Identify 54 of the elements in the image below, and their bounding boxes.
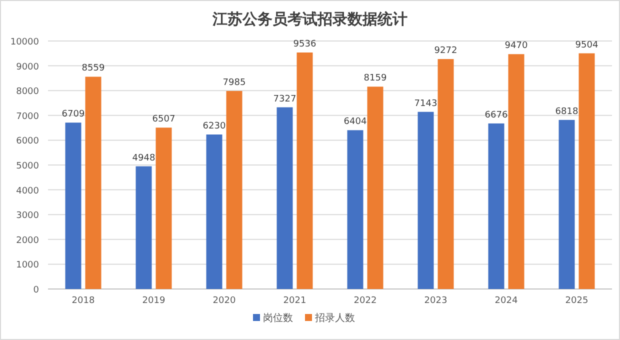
data-label: 9470 (504, 41, 528, 52)
bar (85, 76, 102, 289)
y-tick-label: 3000 (16, 211, 40, 222)
y-tick-label: 4000 (16, 186, 40, 196)
y-tick-label: 5000 (16, 162, 40, 172)
data-label: 6818 (555, 106, 578, 117)
data-label: 8559 (82, 64, 105, 74)
legend-label: 招录人数 (314, 312, 355, 324)
data-label: 6404 (344, 117, 367, 128)
bar (156, 128, 172, 289)
data-label: 8159 (364, 74, 387, 84)
bar (136, 166, 152, 289)
bar (438, 59, 454, 289)
bar (488, 123, 504, 289)
data-label: 6676 (484, 110, 508, 120)
data-label: 6507 (152, 114, 176, 125)
bar (226, 90, 242, 289)
legend-label: 岗位数 (263, 312, 293, 324)
bar (558, 120, 575, 289)
bar (296, 52, 313, 289)
bar (65, 122, 82, 289)
data-label: 4948 (132, 153, 156, 164)
data-label: 9272 (434, 46, 458, 56)
chart-title: 江苏公务员考试招录数据统计 (212, 10, 408, 28)
x-tick-label: 2018 (72, 296, 95, 306)
data-label: 6709 (62, 110, 85, 120)
y-tick-label: 9000 (16, 62, 40, 72)
x-tick-label: 2025 (565, 296, 588, 306)
x-tick-label: 2020 (212, 296, 236, 306)
data-label: 7985 (222, 78, 246, 88)
data-label: 7143 (414, 98, 438, 109)
y-tick-label: 1000 (16, 260, 40, 271)
bar (578, 53, 595, 289)
y-tick-label: 7000 (16, 112, 40, 122)
y-tick-label: 2000 (16, 236, 40, 246)
data-label: 9504 (575, 40, 598, 50)
y-tick-label: 6000 (16, 136, 40, 147)
bar (347, 130, 364, 289)
y-tick-label: 8000 (16, 87, 40, 98)
x-tick-label: 2023 (424, 296, 448, 306)
x-tick-label: 2021 (283, 296, 306, 306)
data-label: 9536 (293, 40, 316, 50)
x-tick-label: 2022 (354, 296, 377, 306)
y-tick-label: 0 (33, 286, 40, 296)
bar (508, 54, 524, 289)
x-tick-label: 2024 (494, 296, 518, 306)
data-label: 6230 (202, 121, 226, 132)
bar (206, 134, 222, 289)
x-tick-label: 2019 (142, 296, 166, 306)
data-label: 7327 (273, 94, 296, 104)
y-tick-label: 10000 (10, 38, 40, 48)
bar (276, 107, 293, 289)
bar (367, 86, 384, 289)
bar (418, 112, 434, 289)
